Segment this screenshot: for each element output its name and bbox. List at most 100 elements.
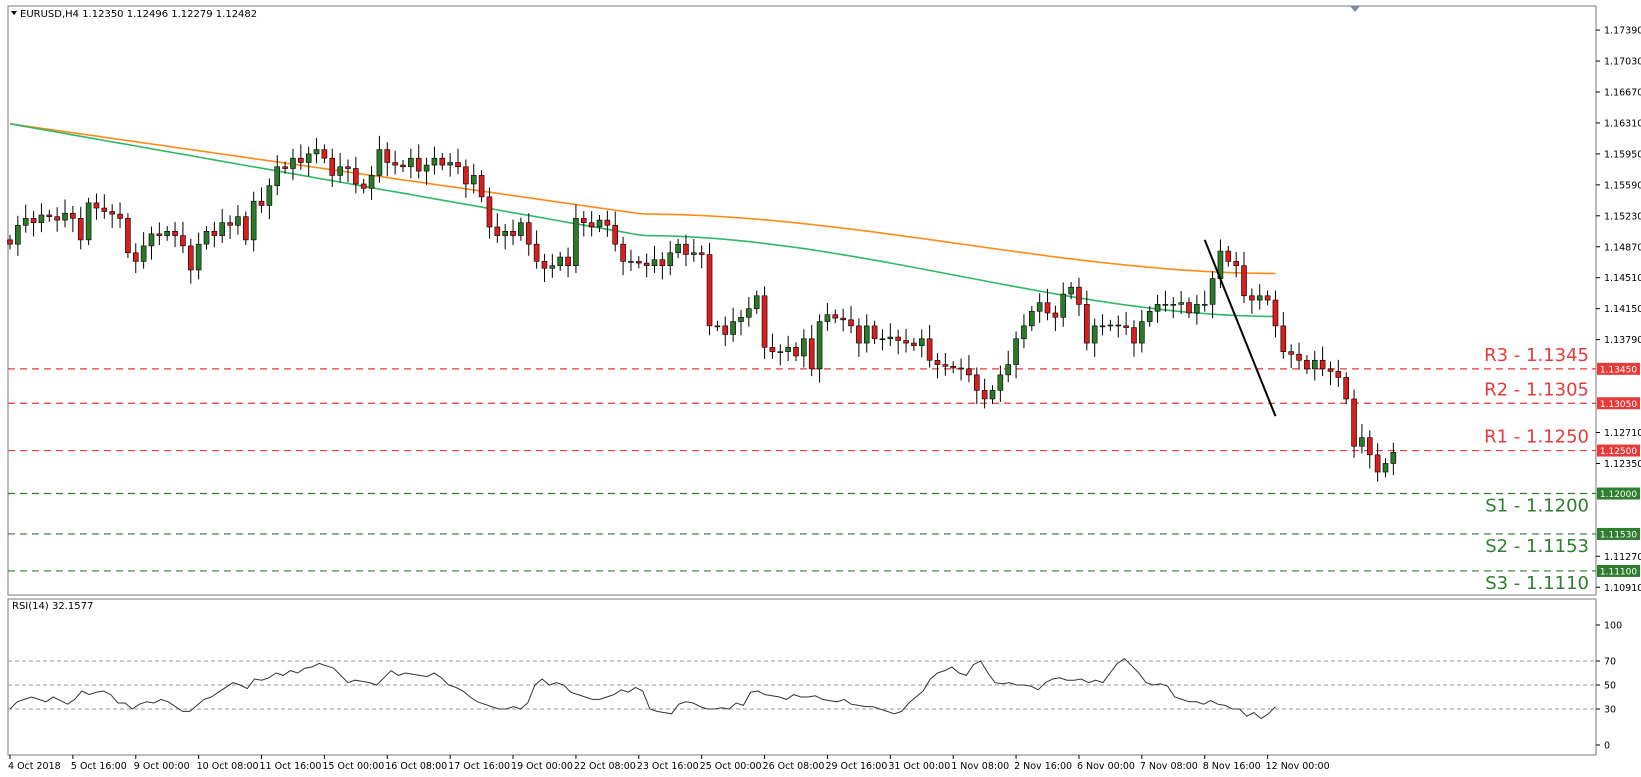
bear-candle (1052, 312, 1059, 318)
time-tick-label: 16 Oct 08:00 (385, 761, 447, 772)
trendline-group (1203, 239, 1277, 417)
bear-candle (7, 239, 13, 245)
bull-candle (596, 219, 603, 228)
level-label: S2 - 1.1153 (1485, 536, 1589, 557)
bull-candle (1162, 304, 1169, 306)
price-tick-label: 1.14510 (1604, 273, 1641, 284)
bear-candle (463, 166, 469, 185)
bear-candle (1296, 353, 1302, 361)
bull-candle (290, 157, 296, 169)
bear-candle (706, 254, 713, 327)
bear-candle (604, 219, 611, 226)
bear-candle (70, 212, 76, 219)
bear-candle (282, 166, 288, 169)
bull-candle (266, 185, 273, 206)
price-tag-label: 1.11530 (1600, 530, 1637, 540)
bear-candle (321, 149, 328, 159)
moving-average-2-line (9, 123, 1276, 275)
bear-candle (981, 390, 988, 400)
bear-candle (93, 202, 100, 209)
price-tick-label: 1.14150 (1604, 304, 1641, 315)
rsi-header: RSI(14) 32.1577 (12, 601, 93, 612)
shift-marker-icon[interactable] (1350, 6, 1360, 12)
bear-candle (832, 314, 839, 319)
bear-candle (659, 259, 666, 266)
bear-candle (722, 325, 729, 335)
time-tick-label: 22 Oct 08:00 (574, 761, 636, 772)
price-tick-label: 1.17390 (1604, 26, 1641, 37)
bear-candle (1225, 250, 1232, 262)
price-tick-label: 1.11270 (1604, 552, 1641, 563)
price-tick-label: 1.13790 (1604, 335, 1641, 346)
bear-candle (1366, 437, 1373, 456)
bull-candle (1178, 302, 1184, 305)
bear-candle (329, 157, 336, 176)
bull-candle (203, 230, 210, 245)
time-tick-label: 12 Nov 00:00 (1266, 761, 1330, 772)
bull-candle (1201, 304, 1208, 306)
bull-candle (1209, 278, 1216, 305)
bear-candle (1249, 295, 1255, 301)
bull-candle (62, 212, 68, 221)
time-tick-label: 11 Oct 16:00 (260, 761, 322, 772)
price-tag-label: 1.12500 (1600, 447, 1637, 457)
bull-candle (250, 200, 257, 241)
bear-candle (958, 367, 964, 370)
rsi-tick-label: 50 (1604, 681, 1616, 692)
bull-candle (22, 218, 29, 226)
bull-candle (1139, 321, 1145, 344)
bull-candle (777, 351, 784, 353)
bear-candle (1131, 327, 1137, 344)
bear-candle (612, 224, 619, 245)
bull-candle (863, 325, 870, 344)
rsi-tick-label: 70 (1604, 657, 1616, 668)
level-label: S3 - 1.1110 (1485, 573, 1589, 594)
price-tag (1597, 362, 1640, 375)
bear-candle (1084, 304, 1090, 344)
bear-candle (950, 365, 957, 369)
bull-candle (1036, 302, 1043, 312)
time-tick-label: 7 Nov 08:00 (1140, 761, 1198, 772)
bull-candle (1060, 293, 1067, 318)
price-tick-label: 1.17030 (1604, 57, 1641, 68)
bull-candle (337, 166, 343, 176)
bull-candle (164, 230, 170, 236)
bear-candle (565, 256, 571, 266)
bull-candle (423, 164, 430, 172)
bull-candle (447, 162, 453, 166)
bear-candle (966, 368, 972, 376)
bear-candle (1335, 371, 1342, 378)
bull-candle (879, 338, 886, 341)
bull-candle (502, 230, 508, 236)
price-tag-label: 1.11100 (1600, 567, 1637, 577)
bear-candle (109, 211, 115, 215)
bear-candle (1343, 377, 1349, 400)
bull-candle (1013, 338, 1019, 365)
bear-candle (455, 162, 461, 168)
bear-candle (525, 222, 532, 245)
bull-candle (85, 202, 92, 241)
bear-candle (1186, 302, 1192, 314)
symbol-header: EURUSD,H4 1.12350 1.12496 1.12279 1.1248… (20, 9, 257, 20)
bull-candle (1359, 437, 1365, 447)
time-tick-label: 1 Nov 08:00 (951, 761, 1009, 772)
bull-candle (801, 338, 807, 357)
price-tag-label: 1.12000 (1600, 490, 1637, 500)
bear-candle (510, 230, 516, 236)
bull-candle (1005, 364, 1012, 376)
level-label: R2 - 1.1305 (1484, 379, 1589, 400)
bear-candle (1288, 351, 1294, 355)
bull-candle (1068, 286, 1074, 295)
bull-candle (368, 175, 375, 189)
bull-candle (1154, 304, 1161, 312)
rsi-tick-label: 100 (1604, 621, 1622, 632)
level-label: R3 - 1.1345 (1484, 345, 1589, 366)
time-tick-label: 25 Oct 00:00 (700, 761, 762, 772)
main-pane-frame (7, 5, 1597, 596)
bear-candle (46, 214, 53, 217)
bear-candle (384, 149, 391, 163)
price-tick-label: 1.15230 (1604, 211, 1641, 222)
bear-candle (1233, 261, 1239, 266)
collapse-triangle-icon[interactable] (11, 11, 17, 15)
bull-candle (824, 314, 831, 322)
